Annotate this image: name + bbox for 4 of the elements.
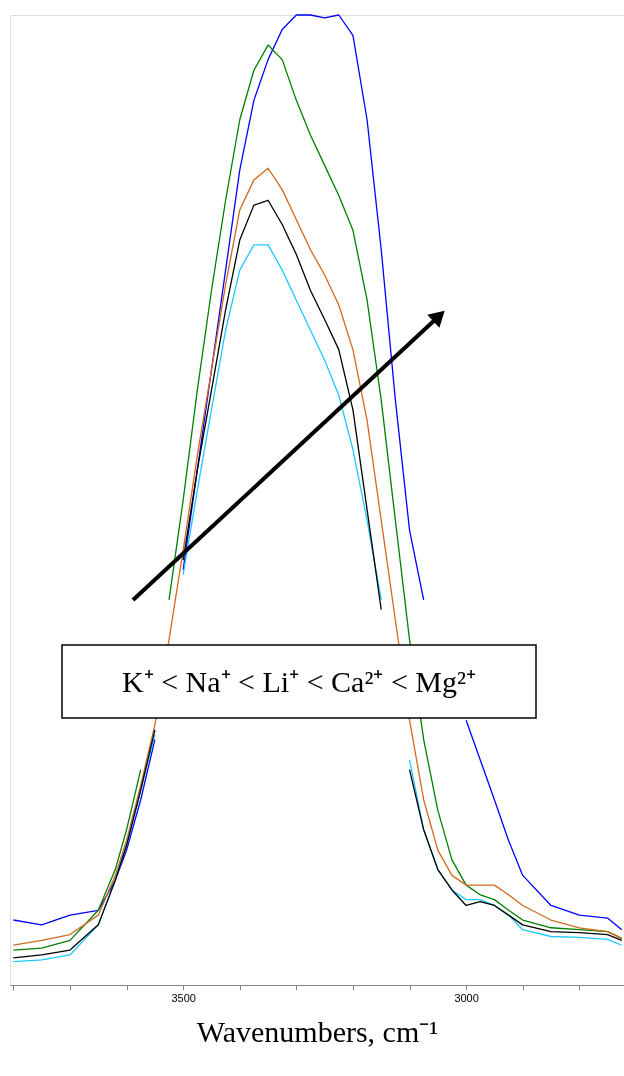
annotation: K⁺ < Na⁺ < Li⁺ < Ca²⁺ < Mg²⁺ [122,665,476,698]
x-tick-label: 3500 [171,991,196,1004]
x-tick-label: 3000 [454,991,479,1004]
x-axis-title: Wavenumbers, cm⁻¹ [196,1014,439,1048]
